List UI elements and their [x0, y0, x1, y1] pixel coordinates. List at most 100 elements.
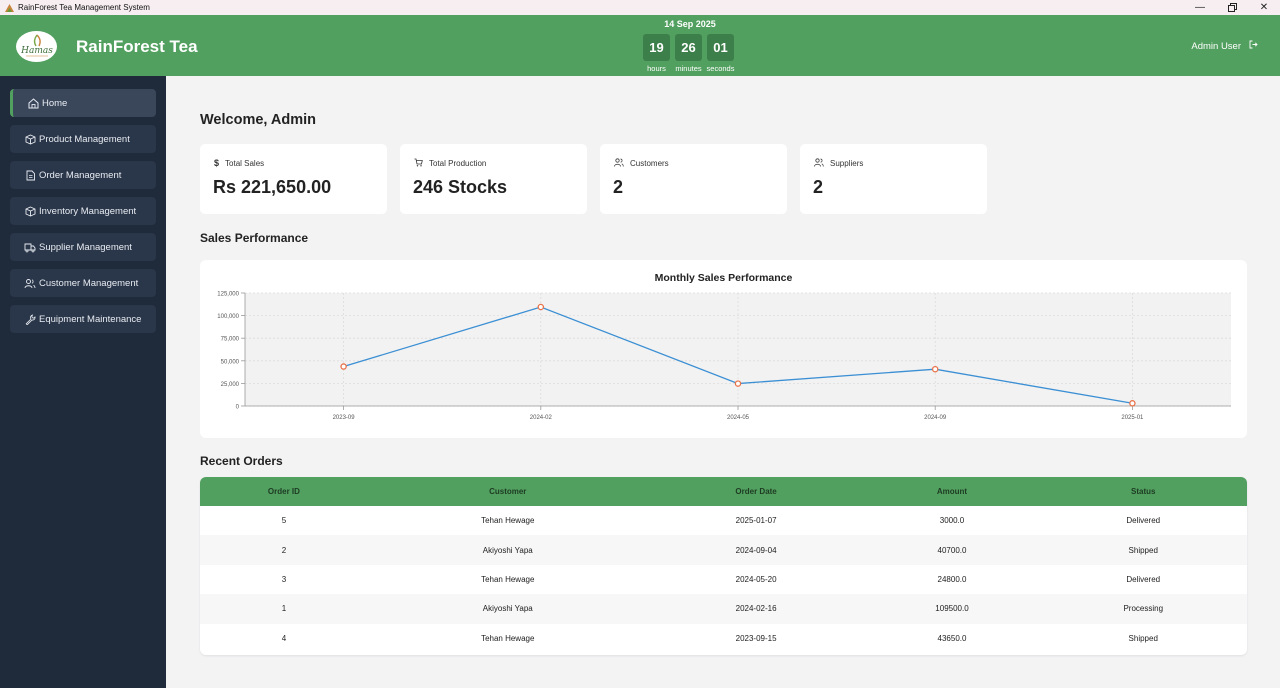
cell-customer: Tehan Hewage — [481, 633, 535, 643]
users-icon — [814, 158, 824, 169]
cell-amount: 109500.0 — [935, 604, 969, 614]
sidebar-item-customer-management[interactable]: Customer Management — [10, 269, 156, 297]
cell-order-date: 2024-02-16 — [735, 604, 777, 614]
clock-hours: 19 hours — [643, 34, 670, 73]
cell-status: Processing — [1123, 604, 1164, 614]
orders-section-title: Recent Orders — [200, 454, 283, 468]
y-tick-label: 75,000 — [221, 337, 240, 343]
table-row[interactable]: 1 Akiyoshi Yapa 2024-02-16 109500.0 Proc… — [200, 594, 1247, 624]
sidebar-item-label: Supplier Management — [39, 241, 132, 253]
y-tick-label: 0 — [236, 405, 240, 411]
box-icon — [24, 133, 36, 145]
app-header: Hamas RainForest Tea 14 Sep 2025 19 hour… — [0, 15, 1280, 76]
brand-name: RainForest Tea — [76, 37, 198, 56]
y-tick-label: 125,000 — [217, 292, 239, 298]
column-header-customer[interactable]: Customer — [489, 487, 527, 496]
close-icon[interactable]: ✕ — [1259, 2, 1269, 13]
restore-icon[interactable] — [1216, 0, 1248, 15]
user-menu[interactable]: Admin User — [1191, 40, 1258, 52]
svg-text:Hamas: Hamas — [20, 46, 53, 56]
users-icon — [24, 277, 36, 289]
cell-amount: 40700.0 — [937, 545, 967, 555]
minimize-icon[interactable]: — — [1195, 2, 1205, 13]
stat-value: 2 — [613, 177, 624, 197]
brand-logo: Hamas — [16, 31, 57, 62]
wrench-icon — [24, 313, 36, 325]
x-tick-label: 2024-05 — [727, 415, 750, 421]
sidebar: Home Product Management Order Management… — [0, 76, 166, 688]
clock-seconds-label: seconds — [706, 64, 735, 73]
stat-card-customers: Customers 2 — [600, 144, 787, 214]
cell-order-id: 3 — [281, 574, 287, 584]
clock-minutes-label: minutes — [675, 64, 702, 73]
clock-minutes-value: 26 — [675, 34, 702, 61]
sales-chart-card: Monthly Sales Performance 0 25,000 50,000 7… — [200, 260, 1247, 438]
stat-value: 246 Stocks — [413, 177, 508, 197]
app-icon — [3, 2, 15, 13]
stat-value: 2 — [813, 177, 824, 197]
cell-order-id: 5 — [281, 516, 287, 526]
sidebar-item-order-management[interactable]: Order Management — [10, 161, 156, 189]
cell-order-date: 2025-01-07 — [735, 516, 777, 526]
cell-status: Delivered — [1126, 574, 1161, 584]
recent-orders-table: Order ID Customer Order Date Amount Stat… — [200, 477, 1247, 655]
stat-label: Customers — [630, 159, 669, 168]
cell-customer: Akiyoshi Yapa — [482, 604, 533, 614]
column-header-amount[interactable]: Amount — [936, 487, 968, 496]
cell-order-id: 4 — [281, 633, 287, 643]
x-tick-label: 2023-09 — [333, 415, 356, 421]
sidebar-item-supplier-management[interactable]: Supplier Management — [10, 233, 156, 261]
clock-hours-value: 19 — [643, 34, 670, 61]
sales-section-title: Sales Performance — [200, 231, 309, 245]
cell-order-id: 2 — [281, 545, 287, 555]
home-icon — [27, 97, 39, 109]
x-tick-label: 2024-02 — [530, 415, 553, 421]
sidebar-item-label: Customer Management — [39, 277, 139, 289]
y-tick-label: 100,000 — [217, 314, 239, 320]
cell-customer: Akiyoshi Yapa — [482, 545, 533, 555]
document-icon — [24, 169, 36, 181]
truck-icon — [24, 241, 36, 253]
column-header-status[interactable]: Status — [1131, 487, 1156, 496]
stat-value: Rs 221,650.00 — [213, 177, 332, 197]
stat-label: Suppliers — [830, 159, 864, 168]
table-row[interactable]: 5 Tehan Hewage 2025-01-07 3000.0 Deliver… — [200, 506, 1247, 535]
sidebar-item-label: Order Management — [39, 169, 122, 181]
table-row[interactable]: 2 Akiyoshi Yapa 2024-09-04 40700.0 Shipp… — [200, 535, 1247, 565]
box-icon — [24, 205, 36, 217]
cell-status: Shipped — [1128, 545, 1158, 555]
logout-icon[interactable] — [1249, 40, 1258, 52]
column-header-order-date[interactable]: Order Date — [735, 487, 777, 496]
sidebar-item-product-management[interactable]: Product Management — [10, 125, 156, 153]
sidebar-item-home[interactable]: Home — [10, 89, 156, 117]
sidebar-item-label: Equipment Maintenance — [39, 313, 142, 325]
digital-clock: 19 hours 26 minutes 01 seconds — [643, 34, 734, 73]
stat-label: Total Production — [429, 159, 487, 168]
main-content: Welcome, Admin $ Total Sales Rs 221,650.… — [166, 76, 1280, 688]
sidebar-item-inventory-management[interactable]: Inventory Management — [10, 197, 156, 225]
cell-order-date: 2024-05-20 — [735, 574, 777, 584]
table-row[interactable]: 4 Tehan Hewage 2023-09-15 43650.0 Shippe… — [200, 624, 1247, 653]
sidebar-item-label: Home — [42, 97, 68, 109]
column-header-order-id[interactable]: Order ID — [267, 487, 300, 496]
cart-icon — [414, 158, 423, 169]
cell-amount: 43650.0 — [937, 633, 967, 643]
data-point — [734, 380, 742, 387]
cell-amount: 3000.0 — [939, 516, 965, 526]
cell-order-date: 2023-09-15 — [735, 633, 777, 643]
page-title: Welcome, Admin — [200, 112, 317, 128]
y-tick-label: 25,000 — [221, 382, 240, 388]
sidebar-item-equipment-maintenance[interactable]: Equipment Maintenance — [10, 305, 156, 333]
data-point — [340, 363, 347, 370]
data-point — [931, 365, 939, 373]
window-titlebar: RainForest Tea Management System — ✕ — [0, 0, 1280, 15]
stat-card-total-sales: $ Total Sales Rs 221,650.00 — [200, 144, 387, 214]
cell-order-id: 1 — [281, 604, 287, 614]
cell-customer: Tehan Hewage — [481, 516, 535, 526]
y-tick-label: 50,000 — [221, 359, 240, 365]
cell-customer: Tehan Hewage — [481, 574, 535, 584]
table-row[interactable]: 3 Tehan Hewage 2024-05-20 24800.0 Delive… — [200, 565, 1247, 594]
sales-line-chart: 0 25,000 50,000 75,000 100,000 125,000 2023-09… — [217, 292, 1231, 421]
x-tick-label: 2024-09 — [924, 415, 947, 421]
current-date: 14 Sep 2025 — [664, 19, 716, 29]
